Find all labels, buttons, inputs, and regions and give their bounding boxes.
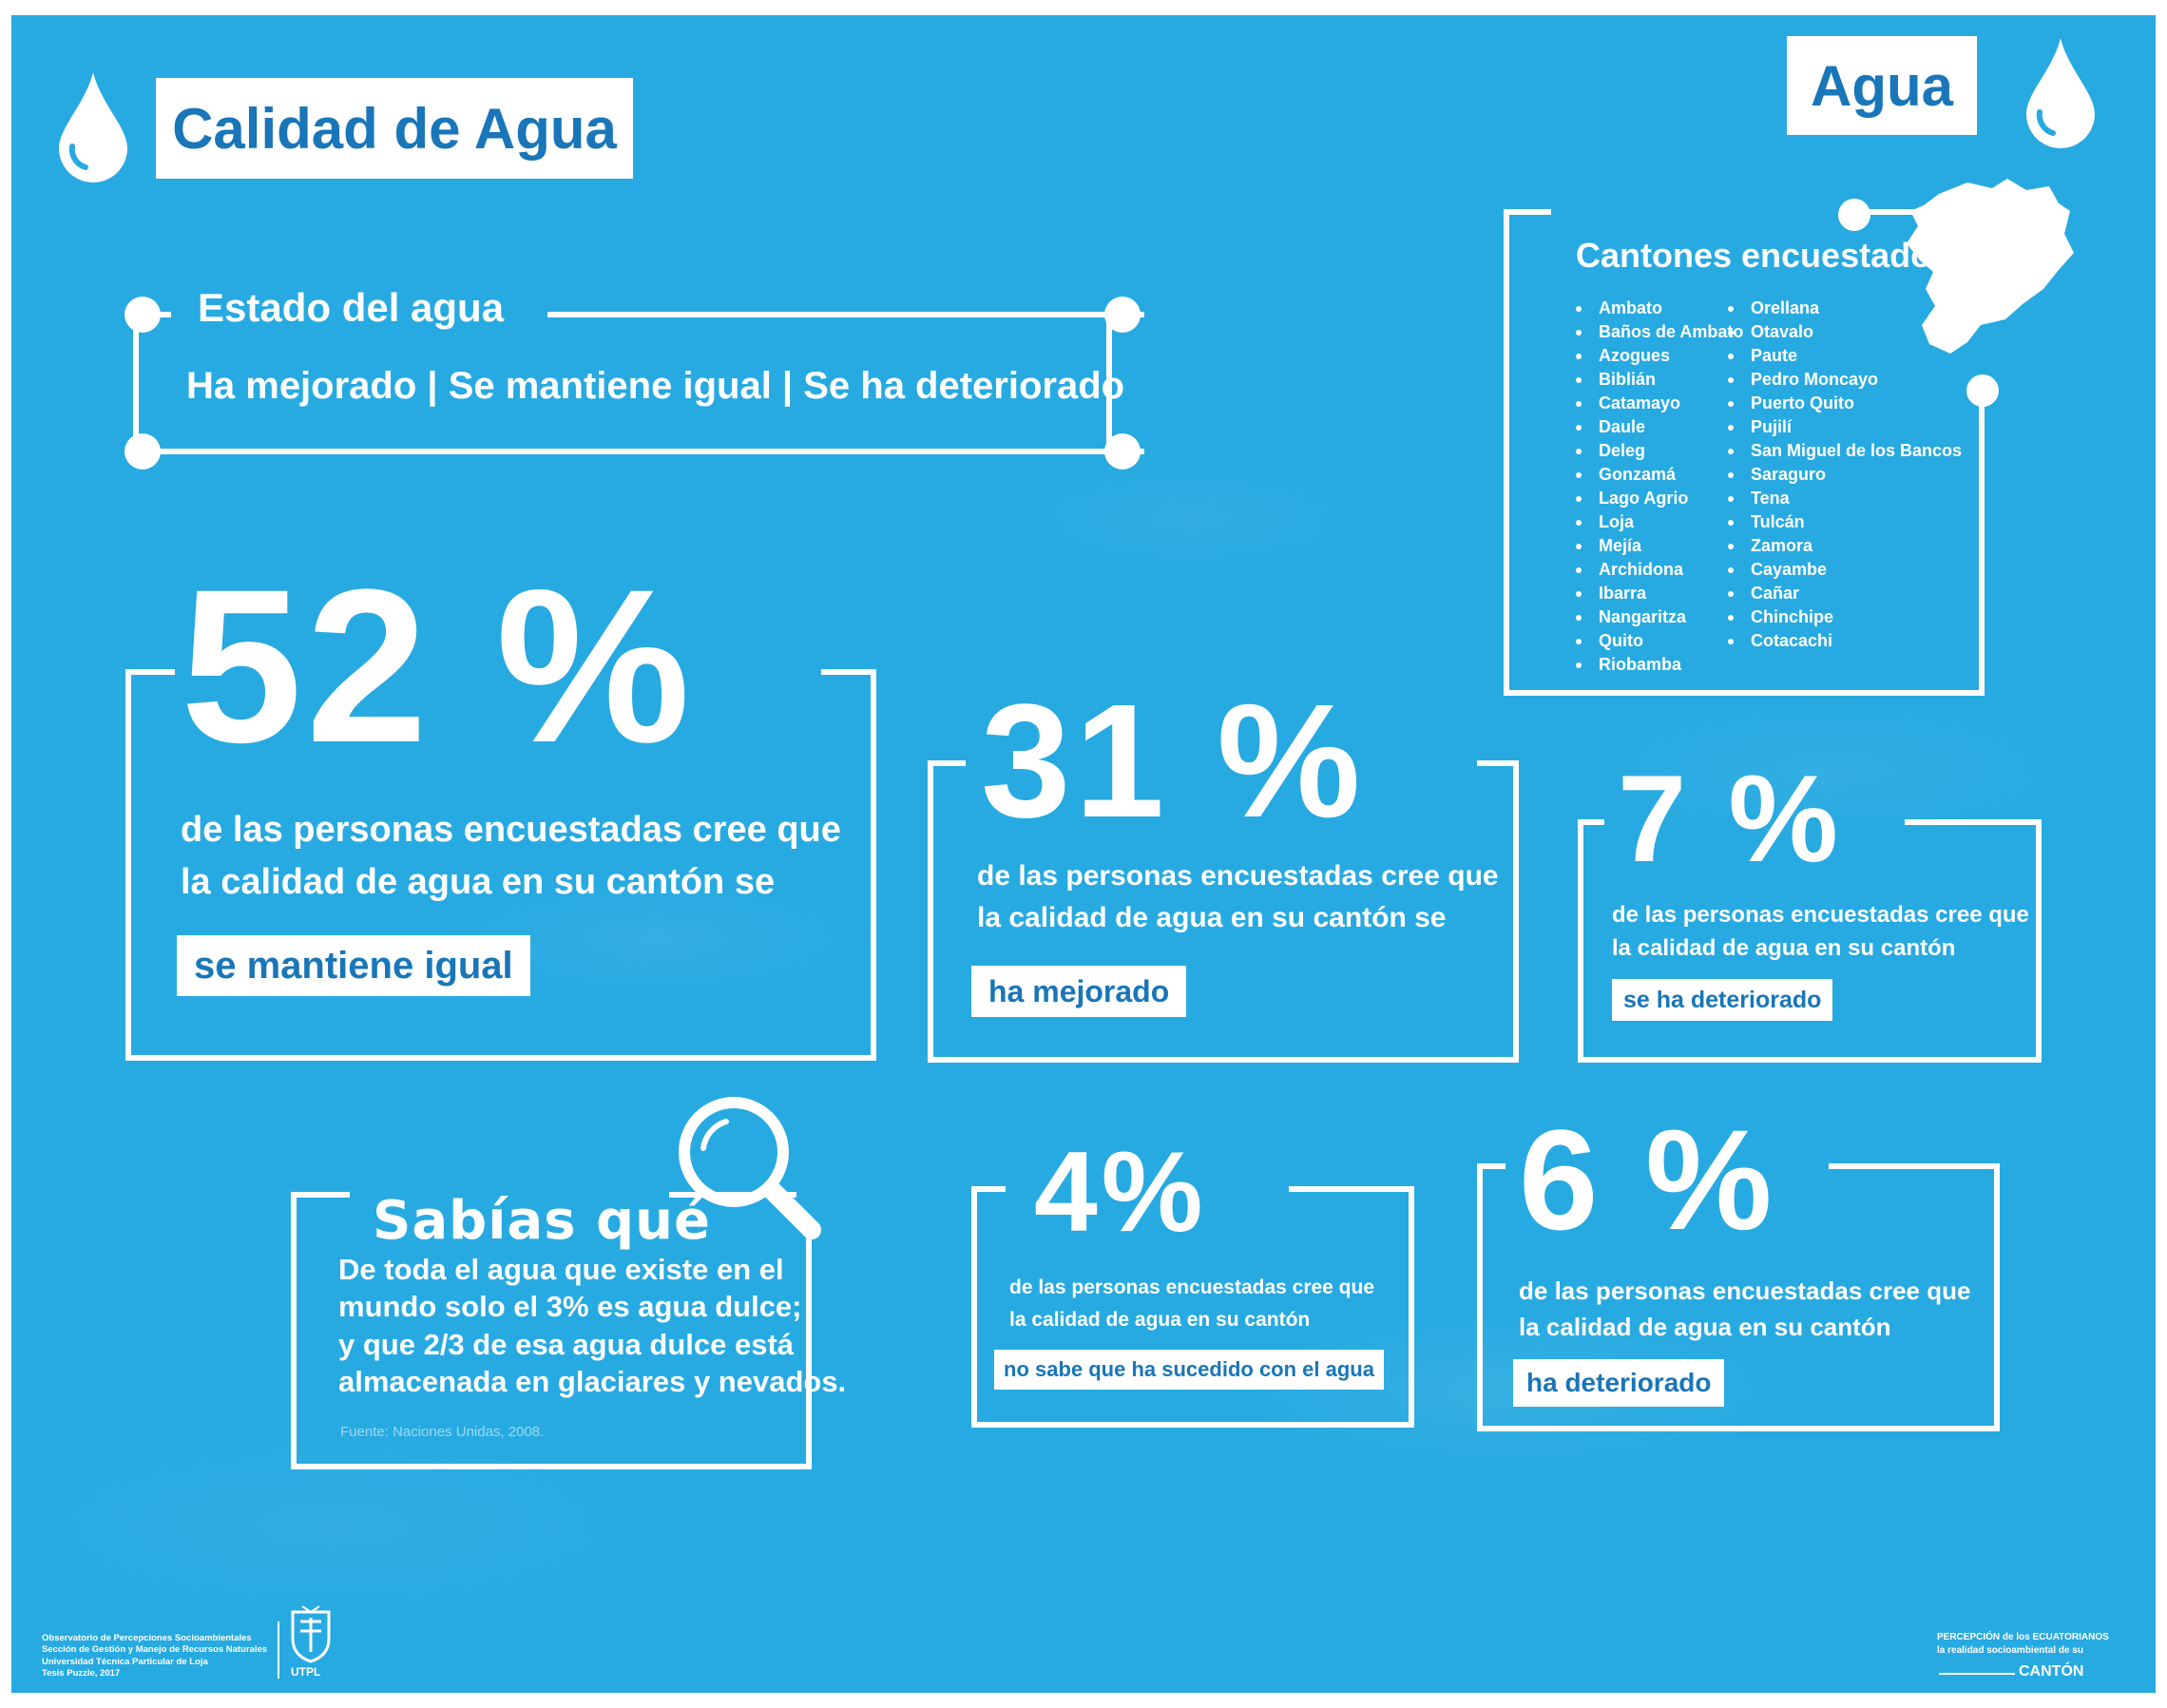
canton-list-item: San Miguel de los Bancos bbox=[1724, 439, 1962, 463]
canton-list-item: Paute bbox=[1724, 344, 1962, 368]
footer-divider bbox=[278, 1622, 279, 1679]
canton-list-item: Orellana bbox=[1724, 297, 1962, 320]
canton-list-item: Puerto Quito bbox=[1724, 392, 1962, 415]
canton-list-item: Deleg bbox=[1572, 439, 1743, 463]
canton-list-item: Ibarra bbox=[1572, 582, 1743, 605]
estado-options: Ha mejorado | Se mantiene igual | Se ha … bbox=[186, 365, 1125, 407]
brand-divider bbox=[1939, 1673, 2015, 1675]
stat-label: se mantiene igual bbox=[177, 935, 530, 996]
infographic-poster: Calidad de Agua Agua Estado del agua Ha … bbox=[11, 15, 2156, 1693]
canton-list-item: Tulcán bbox=[1724, 510, 1962, 534]
canton-list-item: Azogues bbox=[1572, 344, 1743, 368]
canton-list-item: Cotacachi bbox=[1724, 629, 1962, 653]
stat-label: se ha deteriorado bbox=[1612, 979, 1833, 1021]
utpl-logo-text: UTPL bbox=[291, 1665, 321, 1679]
footer-credits: Observatorio de Percepciones Socioambien… bbox=[42, 1633, 268, 1679]
page-title: Calidad de Agua bbox=[156, 78, 633, 179]
canton-list-item: Baños de Ambato bbox=[1572, 320, 1743, 344]
canton-list-item: Ambato bbox=[1572, 297, 1743, 320]
magnifier-icon bbox=[679, 1097, 821, 1239]
stat-description: de las personas encuestadas cree que la … bbox=[1519, 1276, 1971, 1341]
cantones-heading: Cantones encuestados bbox=[1576, 236, 1951, 275]
canton-list-item: Tena bbox=[1724, 487, 1962, 510]
stat-description: de las personas encuestadas cree que la … bbox=[977, 860, 1499, 933]
canton-list-item: Otavalo bbox=[1724, 320, 1962, 344]
canton-list-item: Saraguro bbox=[1724, 463, 1962, 487]
canton-list-item: Archidona bbox=[1572, 558, 1743, 582]
canton-list-item: Gonzamá bbox=[1572, 463, 1743, 487]
canton-list-item: Pujilí bbox=[1724, 415, 1962, 439]
stat-description: de las personas encuestadas cree que la … bbox=[181, 810, 841, 903]
sabias-text: De toda el agua que existe en el mundo s… bbox=[338, 1253, 847, 1399]
stat-label: ha mejorado bbox=[971, 966, 1187, 1017]
canton-list-item: Pedro Moncayo bbox=[1724, 368, 1962, 392]
brand-canton: CANTÓN bbox=[2019, 1663, 2084, 1679]
stat-description: de las personas encuestadas cree que la … bbox=[1612, 902, 2029, 961]
footer-brand: PERCEPCIÓN de los ECUATORIANOS la realid… bbox=[1937, 1632, 2109, 1656]
water-drop-icon bbox=[2026, 38, 2095, 148]
canton-list-item: Biblián bbox=[1572, 368, 1743, 392]
estado-heading: Estado del agua bbox=[198, 285, 505, 330]
topic-badge: Agua bbox=[1787, 36, 1977, 135]
stat-description: de las personas encuestadas cree que la … bbox=[1009, 1276, 1375, 1331]
canton-list-item: Mejía bbox=[1572, 534, 1743, 558]
canton-list-item: Zamora bbox=[1724, 534, 1962, 558]
utpl-crest-icon bbox=[291, 1605, 331, 1663]
stat-label: ha deteriorado bbox=[1513, 1359, 1725, 1407]
canton-list-item: Riobamba bbox=[1572, 653, 1743, 677]
stat-value: 31 % bbox=[981, 671, 1365, 852]
ecuador-map-icon bbox=[1907, 179, 2074, 354]
water-drop-icon bbox=[59, 72, 127, 182]
canton-list-item: Nangaritza bbox=[1572, 605, 1743, 629]
canton-list-item: Quito bbox=[1572, 629, 1743, 653]
stat-value: 7 % bbox=[1618, 749, 1843, 888]
canton-list-item: Catamayo bbox=[1572, 392, 1743, 415]
stat-label: no sabe que ha sucedido con el agua bbox=[994, 1350, 1384, 1390]
canton-list-item: Cayambe bbox=[1724, 558, 1962, 582]
canton-list-item: Chinchipe bbox=[1724, 605, 1962, 629]
canton-list-item: Loja bbox=[1572, 510, 1743, 534]
cantones-list-col2: Orellana Otavalo Paute Pedro Moncayo Puerto … bbox=[1724, 297, 1962, 653]
canton-list-item: Lago Agrio bbox=[1572, 487, 1743, 510]
canton-list-item: Cañar bbox=[1724, 582, 1962, 605]
cantones-list-col1: Ambato Baños de Ambato Azogues Biblián Catam… bbox=[1572, 297, 1743, 677]
sabias-source: Fuente: Naciones Unidas, 2008. bbox=[340, 1424, 545, 1440]
canton-list-item: Daule bbox=[1572, 415, 1743, 439]
stat-value: 6 % bbox=[1519, 1100, 1776, 1259]
sabias-heading: Sabías qué bbox=[373, 1190, 711, 1252]
stat-value: 52 % bbox=[181, 544, 695, 788]
stat-value: 4% bbox=[1034, 1128, 1207, 1256]
